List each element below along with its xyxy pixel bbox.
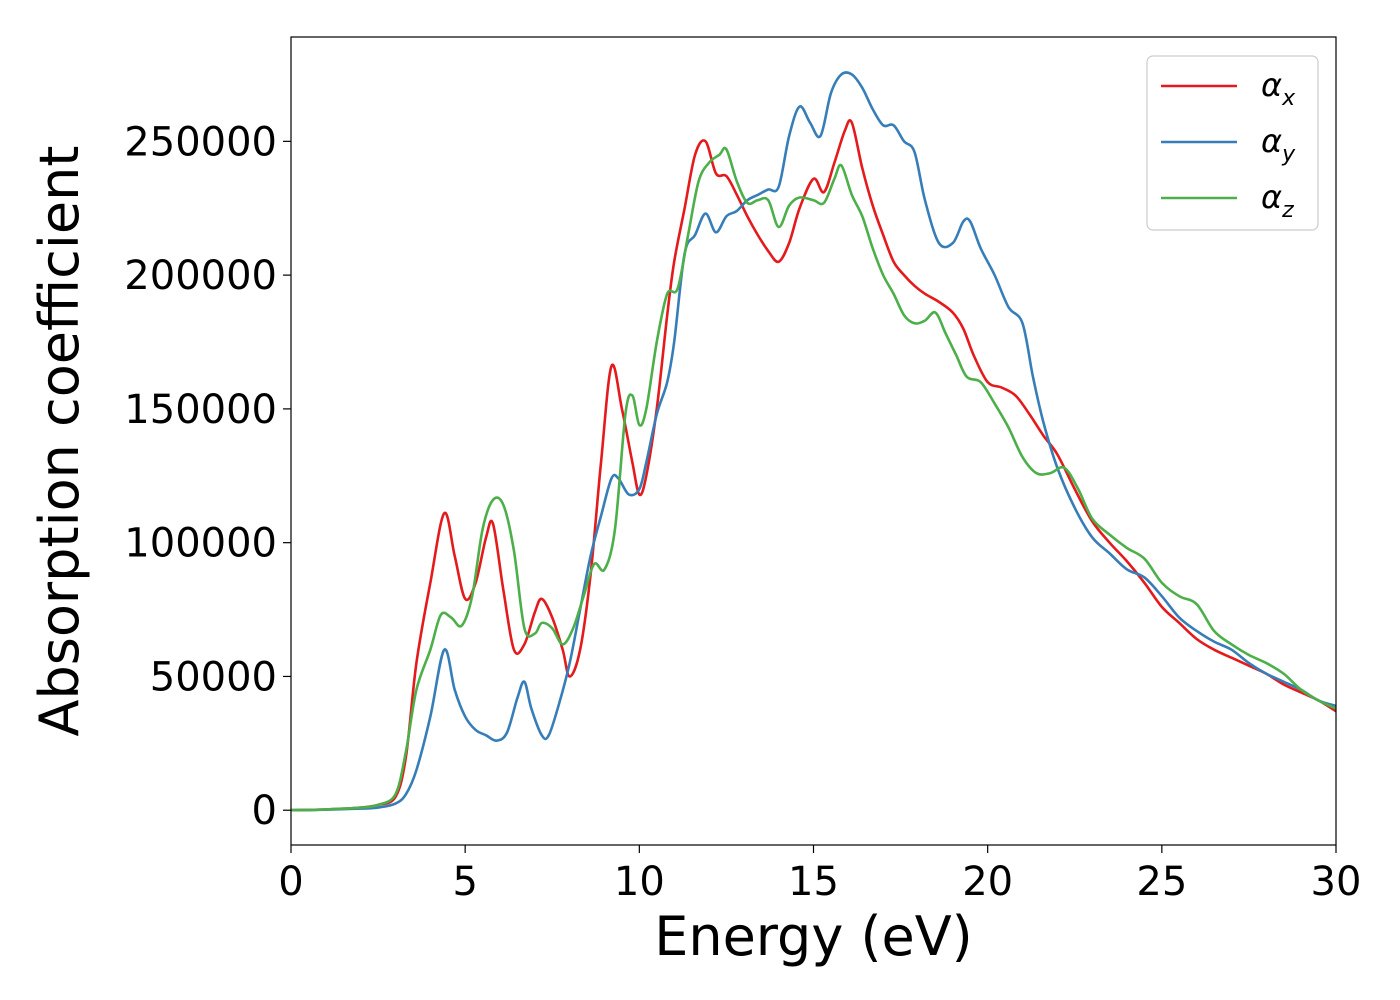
x-tick-label: 5 [452,859,477,905]
x-tick-label: 20 [962,859,1013,905]
series-line-y [291,71,1336,812]
x-tick-label: 10 [614,859,665,905]
legend-label-z: αz [1261,178,1294,223]
legend-label-y: αy [1261,122,1296,167]
y-axis-title: Absorption coefficient [28,146,91,737]
x-tick-label: 15 [788,859,839,905]
y-axis: 0 50000 100000 150000 200000 250000 [124,119,291,834]
y-tick-label: 150000 [124,387,277,433]
legend: αx αy αz [1146,55,1319,231]
series-line-x [291,118,1336,812]
x-tick-label: 30 [1311,859,1362,905]
x-tick-label: 25 [1136,859,1187,905]
series-layer [291,71,1336,812]
y-tick-label: 200000 [124,253,277,299]
y-tick-label: 250000 [124,119,277,165]
series-line-z [291,146,1336,812]
x-axis-title: Energy (eV) [654,905,973,968]
y-tick-label: 50000 [150,654,277,700]
x-tick-label: 0 [278,859,303,905]
y-tick-label: 0 [252,788,277,834]
x-axis: 0 5 10 15 20 25 30 [278,845,1361,905]
y-tick-label: 100000 [124,521,277,567]
legend-label-x: αx [1261,66,1296,111]
